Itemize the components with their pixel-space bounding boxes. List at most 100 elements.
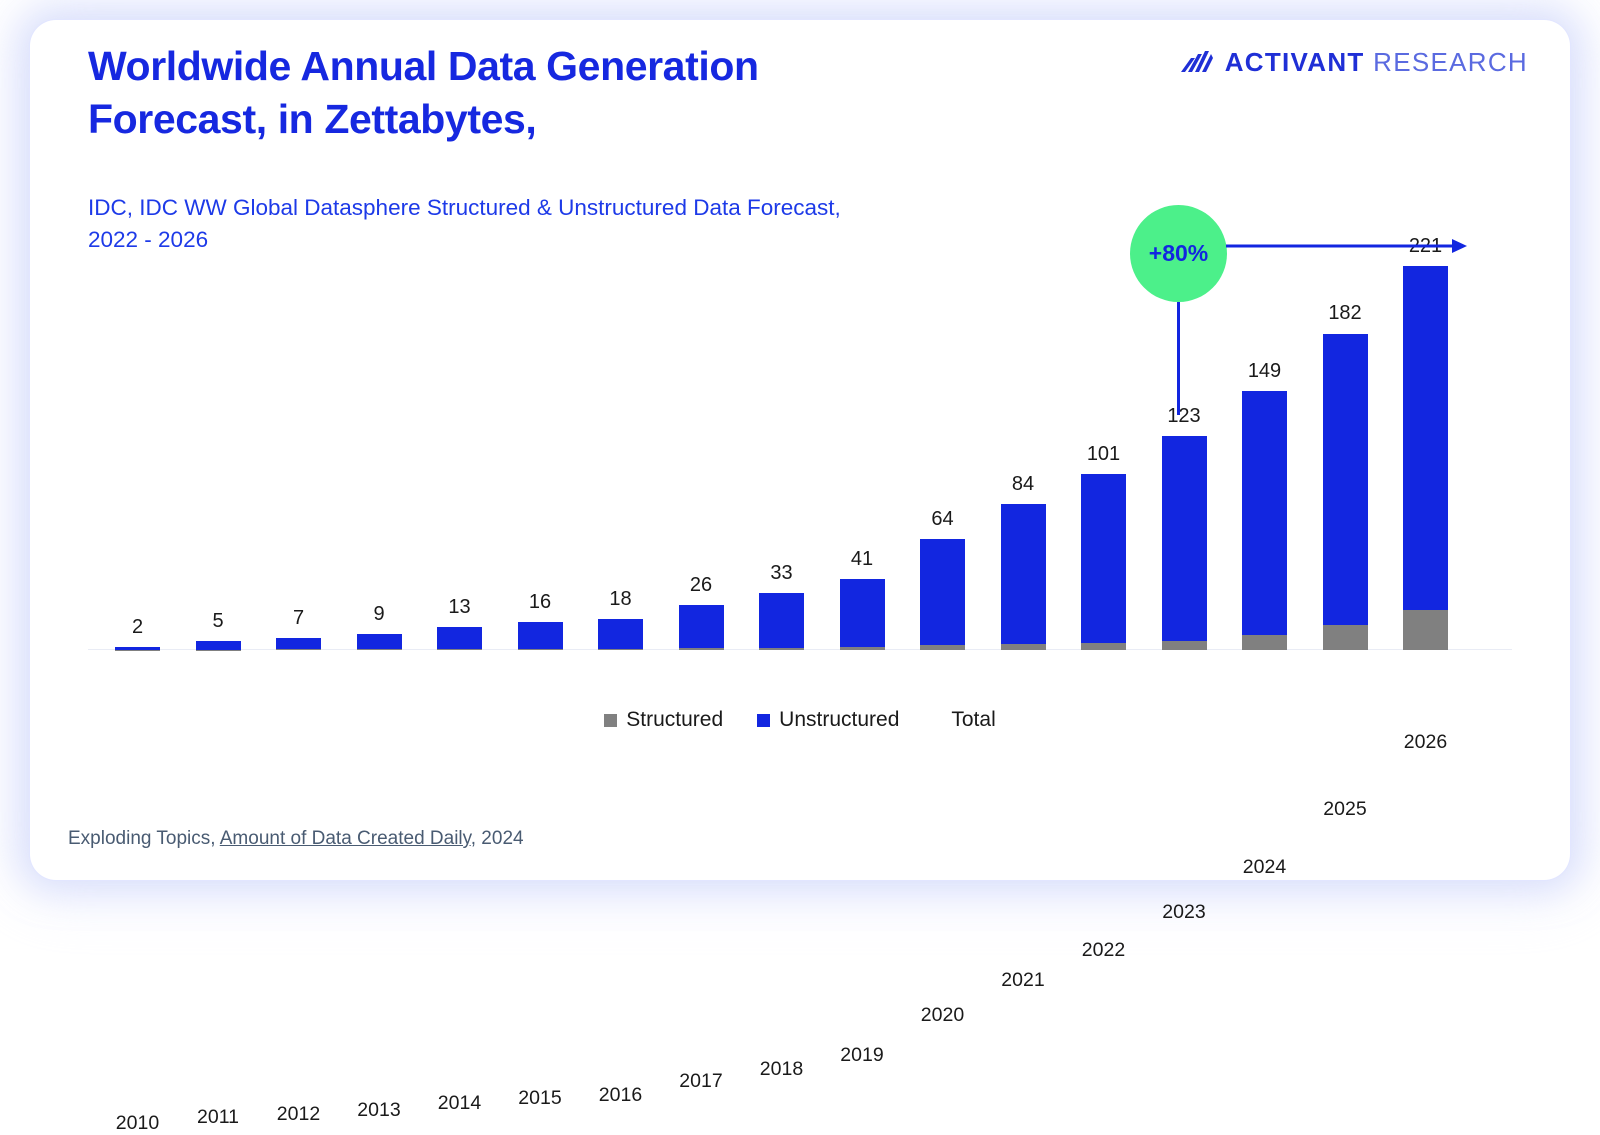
x-axis-label-2017: 2017: [679, 1070, 722, 1093]
x-axis-label-2026: 2026: [1404, 731, 1447, 754]
bar-value-label: 18: [609, 588, 631, 611]
bar-stack: [518, 622, 563, 650]
footnote-prefix: Exploding Topics,: [68, 828, 220, 849]
bar-segment-unstructured: [759, 593, 804, 648]
bar-value-label: 101: [1087, 443, 1120, 466]
bar-value-label: 33: [770, 562, 792, 585]
bar-segment-unstructured: [1001, 504, 1046, 644]
bar-value-label: 2: [132, 616, 143, 639]
x-axis-label-2023: 2023: [1162, 901, 1205, 924]
growth-badge-label: +80%: [1149, 240, 1208, 267]
legend-item-total[interactable]: Total: [951, 708, 995, 732]
bar-segment-unstructured: [276, 638, 321, 650]
bar-stack: [196, 641, 241, 650]
x-axis-label-2018: 2018: [760, 1058, 803, 1081]
bar-segment-structured: [1242, 635, 1287, 650]
bar-segment-unstructured: [196, 641, 241, 649]
bar-segment-structured: [840, 647, 885, 650]
bar-segment-structured: [437, 649, 482, 650]
bar-segment-unstructured: [1323, 334, 1368, 626]
bar-segment-structured: [1162, 641, 1207, 650]
bar-stack: [1001, 504, 1046, 650]
activant-diagonal-bars-icon: [1179, 48, 1213, 78]
legend-item-unstructured[interactable]: Unstructured: [757, 708, 899, 732]
bar-stack: [840, 579, 885, 650]
bar-value-label: 9: [373, 603, 384, 626]
bar-segment-structured: [357, 649, 402, 650]
source-footnote: Exploding Topics, Amount of Data Created…: [68, 828, 524, 850]
x-axis-label-2015: 2015: [518, 1087, 561, 1110]
chart-card: Worldwide Annual Data Generation Forecas…: [30, 20, 1570, 880]
chart-legend: Structured Unstructured Total: [88, 708, 1512, 732]
bar-value-label: 7: [293, 607, 304, 630]
bar-stack: [1323, 333, 1368, 650]
bar-value-label: 84: [1012, 473, 1034, 496]
bar-value-label: 64: [931, 508, 953, 531]
bar-segment-unstructured: [1403, 266, 1448, 611]
bar-stack: [437, 627, 482, 650]
bar-stack: [920, 539, 965, 650]
bar-segment-unstructured: [679, 605, 724, 648]
x-axis-label-2012: 2012: [277, 1103, 320, 1126]
x-axis-label-2011: 2011: [197, 1106, 239, 1129]
x-axis-label-2016: 2016: [599, 1084, 642, 1107]
x-axis-label-2020: 2020: [921, 1004, 964, 1027]
bar-stack: [679, 605, 724, 650]
bar-stack: [276, 638, 321, 650]
bar-segment-structured: [920, 645, 965, 650]
bar-segment-structured: [518, 649, 563, 650]
bar-segment-unstructured: [1162, 436, 1207, 641]
bar-segment-unstructured: [1081, 474, 1126, 643]
bar-segment-structured: [1001, 644, 1046, 650]
x-axis-label-2024: 2024: [1243, 856, 1286, 879]
x-axis-label-2014: 2014: [438, 1092, 481, 1115]
bar-segment-structured: [1323, 625, 1368, 650]
logo-name-bold: ACTIVANT: [1225, 47, 1365, 77]
legend-label: Structured: [626, 708, 723, 732]
bar-segment-structured: [276, 649, 321, 650]
x-axis-label-2021: 2021: [1001, 969, 1044, 992]
x-axis-label-2025: 2025: [1323, 798, 1366, 821]
bar-segment-unstructured: [920, 539, 965, 646]
x-axis-label-2019: 2019: [840, 1044, 883, 1067]
bar-value-label: 16: [529, 591, 551, 614]
bar-stack: [115, 647, 160, 650]
bar-segment-unstructured: [840, 579, 885, 647]
bar-segment-structured: [679, 648, 724, 650]
bar-stack: [1162, 436, 1207, 650]
x-axis-label-2013: 2013: [357, 1099, 400, 1122]
bar-segment-structured: [1403, 610, 1448, 650]
legend-item-structured[interactable]: Structured: [604, 708, 723, 732]
growth-badge: +80%: [1130, 205, 1227, 302]
growth-badge-connector-line: [1177, 302, 1180, 415]
bar-value-label: 123: [1167, 405, 1200, 428]
bar-stack: [1403, 266, 1448, 650]
page-title: Worldwide Annual Data Generation Forecas…: [88, 40, 908, 147]
footnote-link[interactable]: Amount of Data Created Daily: [220, 828, 471, 849]
bar-stack: [1242, 391, 1287, 650]
brand-logo: ACTIVANT RESEARCH: [1179, 47, 1528, 78]
bar-stack: [357, 634, 402, 650]
bar-segment-structured: [598, 649, 643, 650]
bar-value-label: 41: [851, 548, 873, 571]
bar-value-label: 13: [448, 596, 470, 619]
bar-segment-unstructured: [1242, 391, 1287, 636]
